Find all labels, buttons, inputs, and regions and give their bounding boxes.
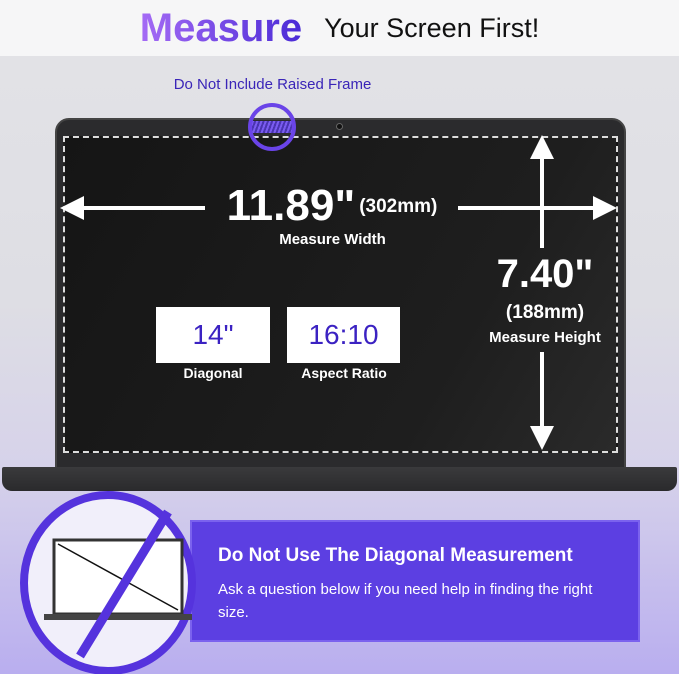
height-label: Measure Height [489,329,601,346]
height-inches: 7.40" [496,252,594,296]
header: Measure Your Screen First! [0,0,679,56]
diagonal-label: Diagonal [183,365,243,381]
no-diagonal-icon [20,491,196,674]
raised-frame-circle [248,103,296,151]
banner-title: Do Not Use The Diagonal Measurement [218,545,573,566]
aspect-ratio-label: Aspect Ratio [301,365,387,381]
title-rest: Your Screen First! [324,12,540,43]
diagonal-warning-banner: Do Not Use The Diagonal Measurement Ask … [190,520,640,642]
webcam-icon [336,123,343,130]
aspect-ratio-box: 16:10 [287,307,400,363]
laptop-screen [63,136,618,453]
width-label: Measure Width [279,231,386,248]
width-readout: 11.89" (302mm) [212,184,452,228]
banner-text: Ask a question below if you need help in… [218,581,593,621]
diagonal-box: 14" [156,307,270,363]
height-mm: (188mm) [505,302,585,323]
title-highlight: Measure [139,6,303,50]
width-inches: 11.89" [226,181,356,230]
frame-note: Do Not Include Raised Frame [173,76,372,93]
laptop-base [2,467,677,491]
width-mm: (302mm) [359,195,438,217]
